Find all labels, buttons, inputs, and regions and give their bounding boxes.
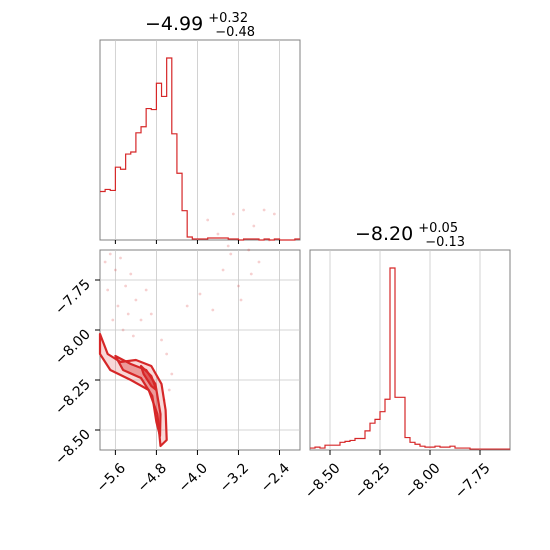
- scatter-x-tick-label: −4.8: [135, 460, 170, 495]
- scatter-x-tick-label: −2.4: [258, 460, 293, 495]
- scatter-point: [149, 312, 153, 316]
- contour-middle: [114, 354, 162, 438]
- scatter-grid: [100, 250, 300, 450]
- scatter-point: [267, 238, 271, 242]
- hist-2-title-plus: +0.05: [418, 221, 458, 236]
- hist-2-panel: −8.50 −8.25 −8.00 −7.75 −8.20 +0.05 −0.13: [302, 217, 511, 502]
- scatter-point: [144, 288, 148, 292]
- scatter-point: [249, 272, 253, 276]
- hist-2-title-value: −8.20: [355, 223, 413, 245]
- scatter-point: [242, 208, 245, 212]
- scatter-x-tick-label: −5.6: [94, 460, 129, 495]
- scatter-y-tick-label: −7.75: [52, 277, 94, 319]
- hist-2-tick-label: −8.00: [402, 460, 444, 502]
- scatter-point: [221, 268, 225, 272]
- hist-2-frame: [309, 249, 511, 451]
- scatter-point: [206, 218, 210, 222]
- scatter-point: [111, 318, 115, 322]
- scatter-point: [272, 212, 276, 216]
- hist-2-tick-label: −7.75: [452, 460, 494, 502]
- scatter-point: [247, 248, 251, 252]
- scatter-point: [239, 298, 243, 302]
- scatter-point: [211, 308, 215, 312]
- hist-1-frame: [99, 39, 301, 241]
- scatter-point: [129, 272, 133, 276]
- hist-1-grid: [114, 40, 280, 240]
- hist-1-title-value: −4.99: [145, 13, 203, 35]
- scatter-point: [124, 284, 128, 288]
- scatter-point: [226, 244, 230, 248]
- scatter-point: [167, 388, 171, 392]
- scatter-point: [126, 312, 130, 316]
- scatter-point: [134, 298, 138, 302]
- scatter-point: [231, 212, 235, 216]
- scatter-x-ticks: −5.6 −4.8 −4.0 −3.2 −2.4: [94, 450, 293, 496]
- contour-inner: [139, 364, 158, 392]
- scatter-y-ticks: −8.50 −8.25 −8.00 −7.75: [52, 277, 100, 469]
- scatter-point: [139, 318, 143, 322]
- scatter-point: [119, 256, 122, 260]
- hist-1-title-plus: +0.32: [208, 11, 248, 26]
- scatter-point: [198, 292, 202, 296]
- scatter-point: [185, 304, 189, 308]
- scatter-point: [170, 372, 174, 376]
- hist-2-title: −8.20 +0.05 −0.13: [355, 217, 465, 250]
- hist-2-tick-label: −8.25: [352, 460, 394, 502]
- scatter-y-tick-label: −8.50: [52, 427, 94, 469]
- scatter-panel: −5.6 −4.8 −4.0 −3.2 −2.4 −8.50 −8.25 −8.00 −7.7…: [52, 208, 301, 496]
- scatter-point: [121, 328, 125, 332]
- hist-2-ticks: −8.50 −8.25 −8.00 −7.75: [302, 450, 494, 502]
- hist-1-ticks: [114, 240, 280, 244]
- scatter-point: [229, 252, 233, 256]
- scatter-y-tick-label: −8.00: [52, 327, 94, 369]
- scatter-point: [216, 232, 220, 236]
- scatter-point: [257, 260, 261, 264]
- scatter-x-tick-label: −4.0: [176, 460, 211, 495]
- hist-2-title-minus: −0.13: [425, 235, 465, 250]
- scatter-point: [106, 288, 110, 292]
- scatter-point: [113, 268, 117, 272]
- scatter-point: [237, 284, 240, 288]
- scatter-point: [108, 252, 112, 256]
- scatter-point: [165, 352, 169, 356]
- hist-1-panel: −4.99 +0.32 −0.48: [99, 7, 301, 244]
- scatter-y-tick-label: −8.25: [52, 377, 94, 419]
- hist-1-title-minus: −0.48: [215, 25, 255, 40]
- hist-1-step-line: [100, 57, 300, 241]
- scatter-point: [103, 260, 107, 264]
- hist-2-step-line: [310, 267, 510, 450]
- scatter-x-tick-label: −3.2: [217, 460, 252, 495]
- hist-1-title: −4.99 +0.32 −0.48: [145, 7, 255, 40]
- scatter-point: [160, 338, 163, 342]
- scatter-points: [103, 208, 276, 402]
- scatter-point: [116, 304, 120, 308]
- scatter-contours: [98, 332, 168, 448]
- scatter-point: [252, 224, 256, 228]
- hist-2-tick-label: −8.50: [302, 460, 344, 502]
- scatter-point: [131, 334, 135, 338]
- scatter-point: [262, 208, 266, 212]
